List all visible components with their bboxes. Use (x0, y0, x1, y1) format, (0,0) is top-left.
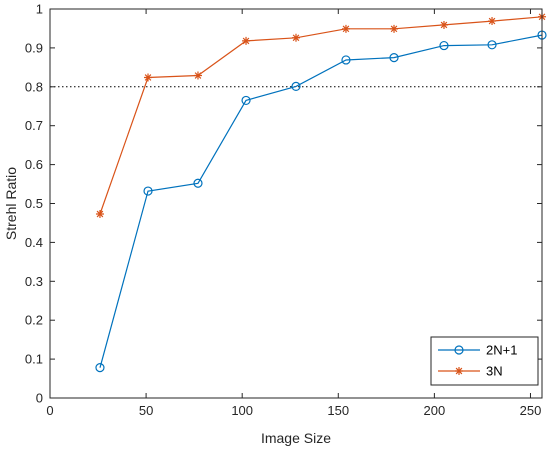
series-1 (95, 30, 547, 373)
legend-label: 3N (486, 364, 503, 379)
y-tick-label: 0.8 (25, 79, 43, 94)
data-point (95, 210, 104, 219)
y-tick-label: 0.6 (25, 157, 43, 172)
y-tick-label: 0.3 (25, 274, 43, 289)
data-point (487, 40, 497, 50)
legend-label: 2N+1 (486, 343, 517, 358)
data-point (193, 178, 203, 188)
data-point (439, 20, 448, 29)
plot-area (50, 9, 542, 398)
x-axis-label: Image Size (261, 430, 331, 446)
data-point (193, 71, 202, 80)
y-tick-label: 0.5 (25, 196, 43, 211)
data-point (488, 17, 497, 26)
data-point (144, 73, 153, 82)
data-point (292, 33, 300, 42)
y-axis-label: Strehl Ratio (3, 167, 19, 240)
series-line (99, 34, 543, 368)
x-tick-label: 250 (520, 403, 542, 418)
x-tick-label: 200 (424, 403, 446, 418)
data-point (390, 24, 399, 33)
legend-marker (454, 345, 464, 355)
x-tick-label: 150 (327, 403, 349, 418)
data-point (143, 186, 153, 196)
series-2 (95, 12, 546, 219)
series-layer (95, 12, 547, 373)
x-tick-label: 0 (46, 403, 53, 418)
y-tick-label: 0 (36, 391, 43, 406)
y-tick-label: 0.4 (25, 235, 43, 250)
y-tick-label: 0.2 (25, 313, 43, 328)
x-tick-label: 50 (139, 403, 153, 418)
data-point (291, 81, 301, 92)
y-tick-label: 0.7 (25, 118, 43, 133)
data-point (241, 95, 251, 106)
legend: 2N+1 3N (430, 336, 539, 386)
axes-layer: 0 50 100 150 200 250 0 0.1 0.2 0.3 0.4 0.5 0.6 0.7 0.8… (25, 2, 543, 418)
legend-marker (455, 367, 463, 375)
data-point (242, 36, 251, 45)
data-point (439, 40, 449, 51)
legend-entry: 3N (438, 364, 503, 379)
legend-box (430, 336, 539, 386)
y-tick-label: 1 (36, 2, 43, 17)
x-tick-label: 100 (231, 403, 253, 418)
data-point (95, 363, 105, 373)
data-point (341, 24, 350, 33)
y-tick-label: 0.1 (25, 352, 43, 367)
legend-entries: 2N+1 3N (438, 343, 517, 379)
data-point (341, 55, 351, 65)
legend-entry: 2N+1 (438, 343, 517, 358)
series-line (99, 16, 543, 215)
data-point (389, 53, 399, 63)
y-tick-label: 0.9 (25, 40, 43, 55)
